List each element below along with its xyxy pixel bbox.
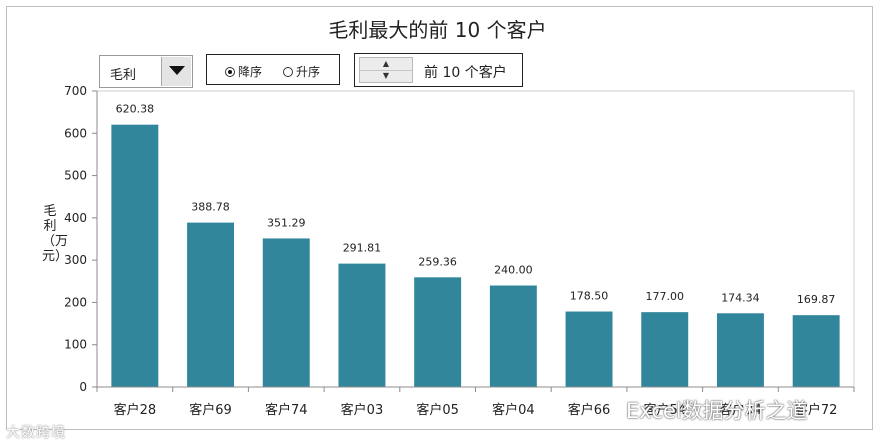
bar <box>338 263 386 387</box>
watermark-right: Excel数据分析之道 <box>626 399 808 423</box>
y-tick-label: 700 <box>64 84 87 98</box>
x-axis: 客户28 客户69 客户74 客户03 客户05 客户04 客户66 客户54 客户34 客户72 <box>96 386 855 418</box>
y-tick-label: 400 <box>64 211 87 225</box>
topn-spinner[interactable]: ▲ ▼ <box>359 57 413 83</box>
topn-control: ▲ ▼ 前 10 个客户 <box>354 53 523 87</box>
bar <box>187 222 235 387</box>
bar <box>565 311 613 387</box>
x-tick-label: 客户28 <box>114 402 157 418</box>
bar <box>792 315 840 387</box>
radio-unchecked-icon <box>283 66 293 77</box>
spinner-up-icon[interactable]: ▲ <box>360 58 412 71</box>
bar <box>641 312 689 387</box>
x-tick-label: 客户69 <box>189 402 232 418</box>
chevron-down-icon <box>169 66 185 75</box>
data-label: 169.87 <box>797 293 836 306</box>
y-tick-label: 500 <box>64 169 87 183</box>
y-tick-label: 600 <box>64 126 87 140</box>
spinner-down-icon[interactable]: ▼ <box>382 71 390 80</box>
y-tick-label: 100 <box>64 338 87 352</box>
x-tick-label: 客户04 <box>492 402 535 418</box>
chart-title: 毛利最大的前 10 个客户 <box>328 18 547 42</box>
x-tick-label: 客户34 <box>719 402 762 418</box>
y-axis: 0 100 200 300 400 500 600 700 <box>64 84 98 394</box>
dropdown-arrow-button[interactable] <box>161 57 191 86</box>
y-tick-label: 300 <box>64 253 87 267</box>
watermark-left: 大数跨境 <box>6 425 66 441</box>
data-label: 388.78 <box>191 201 230 214</box>
y-tick-label: 0 <box>79 380 87 394</box>
bar <box>414 277 462 387</box>
sort-desc-label: 降序 <box>238 65 263 79</box>
data-label: 291.81 <box>343 242 382 255</box>
data-label: 178.50 <box>570 290 609 303</box>
bar-series: 620.38 388.78 351.29 291.81 259.36 240.00 178.… <box>111 103 840 388</box>
x-tick-label: 客户03 <box>341 402 384 418</box>
bar <box>716 313 764 387</box>
sort-asc-radio[interactable]: 升序 <box>283 63 320 80</box>
bar <box>489 285 537 387</box>
bar <box>111 124 159 388</box>
topn-label: 前 10 个客户 <box>424 65 507 81</box>
data-label: 174.34 <box>721 291 760 304</box>
sort-order-group: 降序 升序 <box>206 54 340 85</box>
metric-dropdown[interactable]: 毛利 <box>99 55 193 88</box>
x-tick-label: 客户66 <box>568 402 611 418</box>
data-label: 259.36 <box>418 255 457 268</box>
x-tick-label: 客户05 <box>416 402 459 418</box>
x-tick-label: 客户54 <box>643 402 686 418</box>
data-label: 177.00 <box>646 290 685 303</box>
data-label: 351.29 <box>267 216 306 229</box>
sort-desc-radio[interactable]: 降序 <box>225 63 262 80</box>
data-label: 240.00 <box>494 264 533 277</box>
sort-asc-label: 升序 <box>296 65 321 79</box>
x-tick-label: 客户74 <box>265 402 308 418</box>
x-tick-label: 客户72 <box>795 402 838 418</box>
radio-checked-icon <box>225 66 235 77</box>
metric-dropdown-value: 毛利 <box>110 68 137 83</box>
data-label: 620.38 <box>116 103 155 116</box>
y-tick-label: 200 <box>64 295 87 309</box>
bar <box>262 238 310 387</box>
